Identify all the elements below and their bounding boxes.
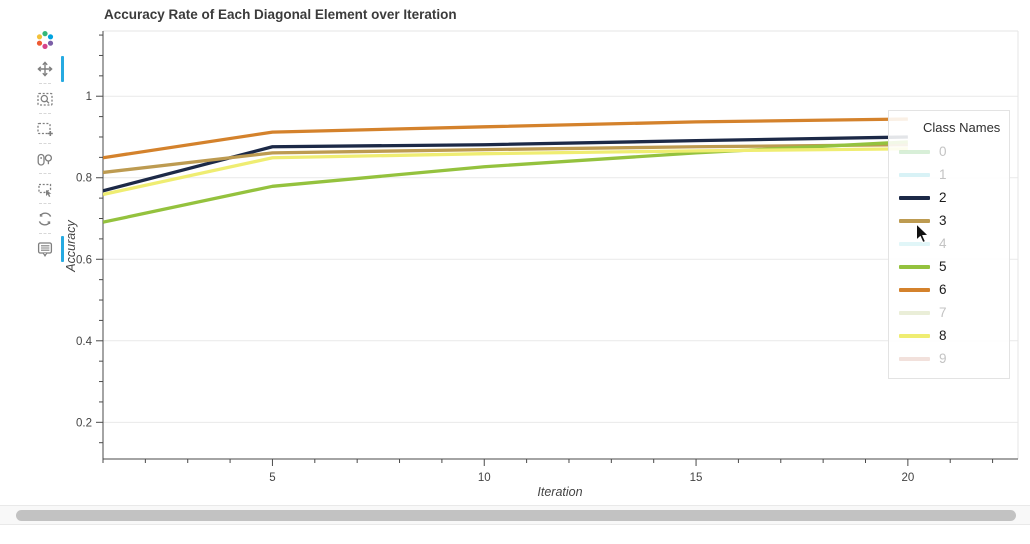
legend-label: 9 [939,351,947,366]
legend-label: 4 [939,236,947,251]
legend-item-2[interactable]: 2 [889,186,1009,209]
legend-swatch [899,310,930,315]
y-tick-label: 0.2 [76,417,92,429]
toolbar-separator [39,233,51,234]
hover-icon [37,242,53,258]
active-tool-indicator [61,56,64,82]
legend-label: 0 [939,144,947,159]
legend-label: 5 [939,259,947,274]
reset-tool-button[interactable] [33,209,57,229]
y-tick-label: 0.8 [76,173,92,185]
scrollbar-thumb[interactable] [16,510,1016,521]
reset-icon [38,212,52,226]
legend-label: 6 [939,282,947,297]
mouse-cursor-icon [916,223,930,244]
x-tick-label: 15 [690,472,703,484]
x-tick-label: 20 [901,472,914,484]
legend-item-5[interactable]: 5 [889,255,1009,278]
pan-tool-button[interactable] [33,56,64,82]
legend-swatch [899,333,930,338]
legend-item-4[interactable]: 4 [889,232,1009,255]
legend-item-1[interactable]: 1 [889,163,1009,186]
legend-label: 3 [939,213,947,228]
box-zoom-tool-button[interactable] [33,89,57,109]
legend-item-7[interactable]: 7 [889,301,1009,324]
toolbar-separator [39,143,51,144]
lasso-select-tool-button[interactable] [33,179,57,199]
wheel-zoom-tool-button[interactable] [33,149,57,169]
bokeh-logo-icon [36,31,54,49]
x-tick-label: 10 [478,472,491,484]
series-line-3 [103,143,908,175]
series-line-8 [103,147,908,197]
legend-swatch [899,195,930,200]
active-tool-indicator [61,236,64,262]
legend-label: 1 [939,167,947,182]
hover-tool-button[interactable] [33,236,64,262]
legend-item-8[interactable]: 8 [889,324,1009,347]
legend-label: 2 [939,190,947,205]
legend-item-0[interactable]: 0 [889,140,1009,163]
series-lines [103,117,908,224]
toolbar-separator [39,83,51,84]
x-axis-label: Iteration [537,485,583,499]
legend-swatch [899,356,930,361]
horizontal-scrollbar[interactable] [0,505,1030,525]
toolbar-separator [39,173,51,174]
toolbar-separator [39,113,51,114]
bokeh-logo[interactable] [34,29,56,51]
y-tick-label: 0.6 [76,254,92,266]
y-tick-label: 1 [86,91,92,103]
legend-items: 0 1 2 3 4 5 6 7 8 9 [889,140,1009,370]
series-line-6 [103,117,908,160]
box-select-tool-button[interactable] [33,119,57,139]
legend-item-3[interactable]: 3 [889,209,1009,232]
box-select-icon [37,122,53,136]
legend-label: 8 [939,328,947,343]
legend-swatch [899,241,930,246]
legend-swatch [899,149,930,154]
pan-icon [37,61,53,77]
box-zoom-icon [37,92,53,106]
legend-swatch [899,287,930,292]
legend-swatch [899,172,930,177]
bokeh-toolbar [27,29,64,262]
chart-title: Accuracy Rate of Each Diagonal Element o… [104,7,457,22]
legend-item-6[interactable]: 6 [889,278,1009,301]
legend: Class Names 0 1 2 3 4 5 6 7 8 9 [888,110,1010,379]
legend-label: 7 [939,305,947,320]
legend-title: Class Names [923,120,1001,135]
legend-swatch [899,264,930,269]
x-tick-label: 5 [269,472,275,484]
wheel-zoom-icon [37,153,53,166]
y-tick-label: 0.4 [76,336,93,348]
legend-item-9[interactable]: 9 [889,347,1009,370]
series-line-2 [103,135,908,193]
lasso-select-icon [38,183,52,197]
plot-area[interactable]: 5 10 15 200.20.40.60.81 [0,0,1030,505]
toolbar-separator [39,203,51,204]
legend-swatch [899,218,930,223]
